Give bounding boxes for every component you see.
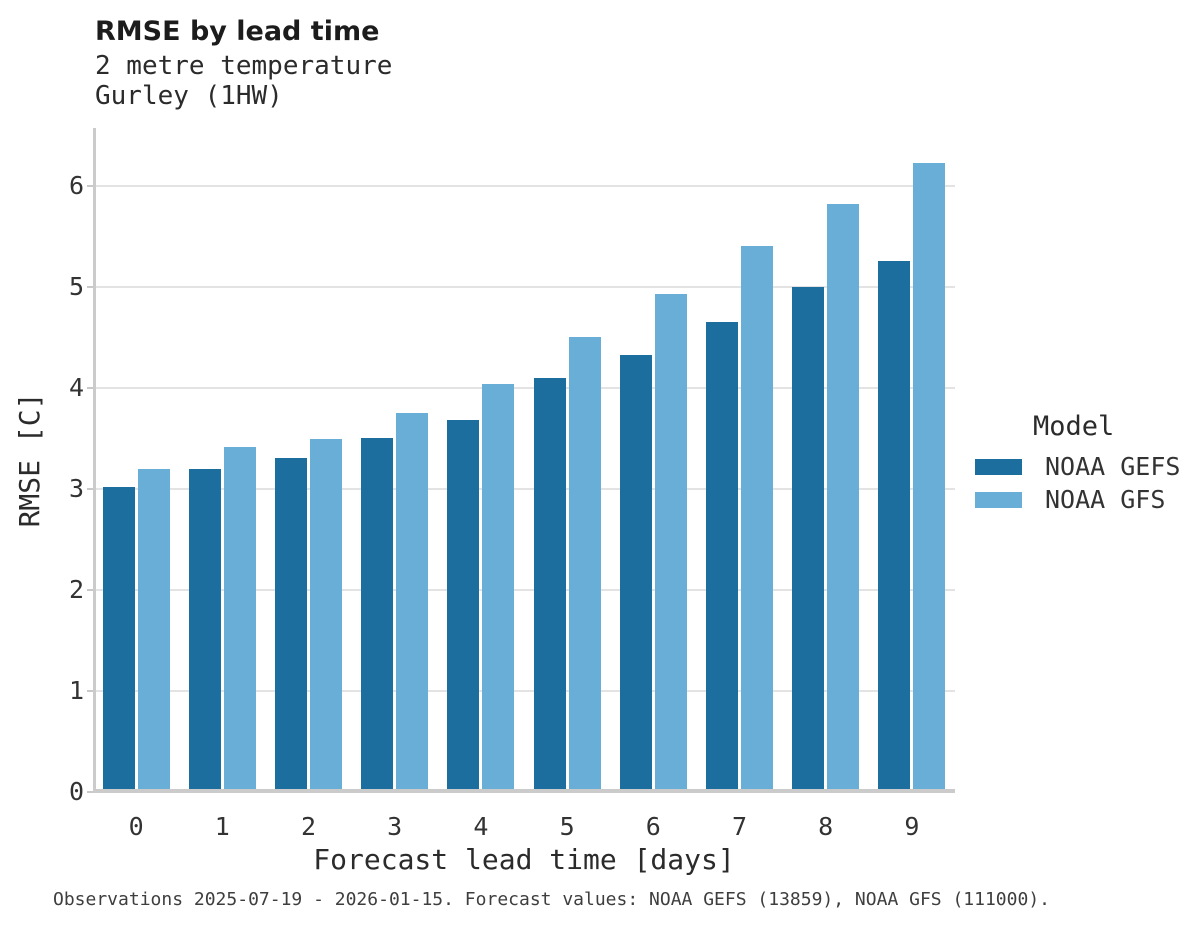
gridline-y-4 [93, 386, 955, 389]
bar-noaa-gefs-day-4 [447, 420, 480, 792]
bar-noaa-gefs-day-7 [706, 322, 738, 792]
x-tick-label-5: 5 [559, 812, 575, 841]
x-tick-label-6: 6 [645, 812, 661, 841]
bar-noaa-gfs-day-0 [137, 468, 170, 792]
gridline-y-1 [93, 689, 955, 692]
y-tick-label-6: 6 [68, 170, 84, 200]
x-tick-label-7: 7 [731, 812, 748, 841]
bar-noaa-gfs-day-8 [827, 203, 860, 792]
x-tick-label-3: 3 [387, 812, 403, 841]
y-axis-line [93, 128, 96, 792]
bar-noaa-gefs-day-1 [188, 468, 221, 792]
x-axis-line [93, 789, 955, 793]
bar-noaa-gfs-day-2 [310, 439, 342, 792]
y-axis-title: RMSE [C] [13, 392, 46, 528]
bar-noaa-gefs-day-9 [878, 261, 911, 792]
bar-noaa-gefs-day-5 [533, 377, 566, 792]
legend-item-noaa-gfs: NOAA GFS [975, 485, 1165, 515]
chart-subtitle-variable: 2 metre temperature [95, 51, 393, 81]
legend-swatch-icon [975, 459, 1022, 475]
x-tick-label-4: 4 [473, 812, 489, 841]
x-tick-label-8: 8 [818, 812, 834, 841]
y-tick-label-0: 0 [68, 777, 84, 806]
y-tick-label-3: 3 [68, 473, 84, 503]
x-axis-title: Forecast lead time [days] [313, 843, 735, 876]
x-tick-label-0: 0 [128, 812, 144, 841]
bar-noaa-gfs-day-1 [223, 447, 256, 792]
chart-title: RMSE by lead time [95, 16, 380, 47]
legend-title: Model [1033, 411, 1115, 442]
bar-noaa-gefs-day-2 [275, 458, 307, 792]
x-tick-label-9: 9 [904, 812, 920, 841]
y-tick-mark-2 [87, 588, 93, 591]
legend-item-noaa-gefs: NOAA GEFS [975, 452, 1180, 482]
chart-subtitle-station: Gurley (1HW) [95, 81, 283, 111]
plot-panel [93, 128, 955, 793]
bar-noaa-gfs-day-9 [913, 163, 946, 792]
bar-noaa-gfs-day-5 [568, 337, 601, 792]
y-tick-label-5: 5 [68, 271, 84, 301]
bar-noaa-gefs-day-6 [619, 355, 652, 792]
gridline-y-3 [93, 487, 955, 490]
bar-noaa-gfs-day-4 [482, 383, 515, 792]
y-tick-mark-3 [87, 487, 93, 490]
caption: Observations 2025-07-19 - 2026-01-15. Fo… [53, 889, 1050, 910]
legend-label: NOAA GFS [1045, 485, 1166, 514]
y-tick-label-1: 1 [68, 675, 84, 705]
x-tick-label-1: 1 [214, 812, 230, 841]
bar-noaa-gfs-day-6 [654, 293, 687, 792]
legend-label: NOAA GEFS [1045, 452, 1181, 481]
y-tick-label-4: 4 [68, 372, 84, 402]
bar-noaa-gefs-day-0 [102, 486, 135, 792]
gridline-y-2 [93, 588, 955, 591]
y-tick-mark-4 [87, 386, 93, 389]
legend-swatch-icon [975, 492, 1022, 508]
gridline-y-6 [93, 184, 955, 187]
y-tick-mark-0 [87, 791, 93, 793]
bar-noaa-gfs-day-7 [741, 246, 773, 792]
bar-noaa-gefs-day-3 [361, 438, 394, 792]
y-tick-mark-1 [87, 689, 93, 692]
y-tick-mark-6 [87, 184, 93, 187]
y-tick-label-2: 2 [68, 574, 84, 604]
bar-noaa-gfs-day-3 [396, 413, 429, 792]
y-tick-mark-5 [87, 285, 93, 288]
x-tick-label-2: 2 [300, 812, 317, 841]
gridline-y-5 [93, 285, 955, 288]
bar-noaa-gefs-day-8 [792, 286, 825, 792]
